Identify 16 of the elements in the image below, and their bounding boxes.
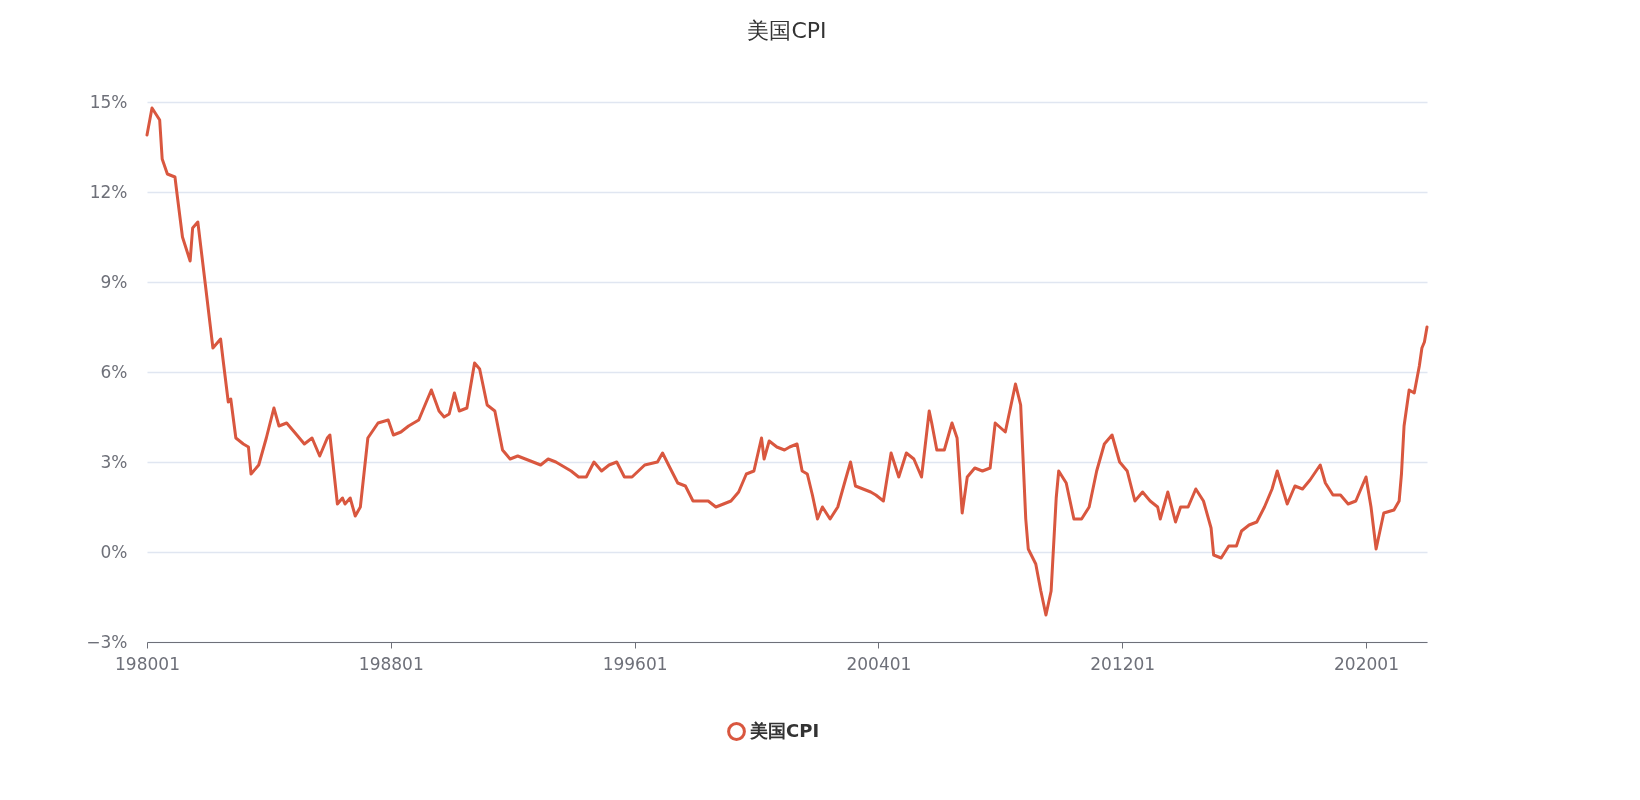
chart-title: 美国CPI bbox=[747, 18, 827, 43]
x-tick-label: 199601 bbox=[602, 653, 668, 674]
y-tick-label: 12% bbox=[89, 181, 128, 202]
y-tick-label: 6% bbox=[100, 361, 128, 382]
x-tick-label: 198801 bbox=[358, 653, 424, 674]
x-tick-label: 200401 bbox=[846, 653, 912, 674]
y-tick-label: 0% bbox=[100, 541, 128, 562]
y-tick-label: 15% bbox=[89, 91, 128, 112]
y-tick-label: 3% bbox=[100, 451, 128, 472]
y-tick-label: −3% bbox=[86, 631, 128, 652]
line-series bbox=[145, 106, 1429, 617]
y-tick-label: 9% bbox=[100, 271, 128, 292]
x-tick-label: 202001 bbox=[1334, 653, 1399, 674]
legend-label: 美国CPI bbox=[749, 719, 820, 741]
x-tick-label: 198001 bbox=[115, 653, 180, 674]
x-tick-label: 201201 bbox=[1090, 653, 1156, 674]
